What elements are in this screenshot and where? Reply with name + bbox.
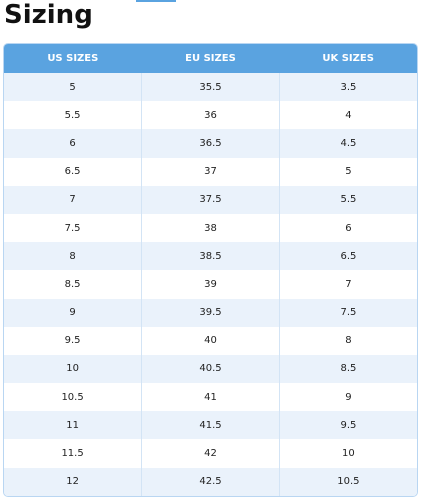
table-row: 8 38.5 6.5 <box>4 242 417 271</box>
table-cell: 7.5 <box>278 298 417 327</box>
table-cell: 10 <box>278 439 417 468</box>
table-row: 8.5 39 7 <box>4 270 417 299</box>
table-cell: 39 <box>141 270 280 299</box>
table-cell: 5 <box>4 73 142 102</box>
table-cell: 8 <box>278 326 417 355</box>
table-row: 10 40.5 8.5 <box>4 354 417 384</box>
table-cell: 38.5 <box>141 242 280 271</box>
table-cell: 41 <box>141 383 280 412</box>
table-cell: 8.5 <box>278 354 417 384</box>
table-row: 5.5 36 4 <box>4 101 417 130</box>
page-title: Sizing <box>4 0 93 30</box>
table-cell: 6 <box>278 213 417 243</box>
table-cell: 40 <box>141 326 280 355</box>
table-cell: 36.5 <box>141 129 280 158</box>
table-row: 11 41.5 9.5 <box>4 411 417 440</box>
column-header: EU SIZES <box>141 44 280 73</box>
table-cell: 39.5 <box>141 298 280 327</box>
table-cell: 12 <box>4 467 142 496</box>
table-cell: 5.5 <box>4 101 142 130</box>
table-cell: 9.5 <box>4 326 142 355</box>
table-cell: 3.5 <box>278 73 417 102</box>
table-cell: 37 <box>141 157 280 186</box>
table-cell: 9 <box>4 298 142 327</box>
table-row: 9.5 40 8 <box>4 326 417 355</box>
table-cell: 7 <box>278 270 417 299</box>
column-header: UK SIZES <box>279 44 417 73</box>
table-cell: 37.5 <box>141 185 280 214</box>
table-cell: 6 <box>4 129 142 158</box>
table-row: 7 37.5 5.5 <box>4 185 417 214</box>
table-cell: 4.5 <box>278 129 417 158</box>
table-row: 5 35.5 3.5 <box>4 73 417 102</box>
table-cell: 6.5 <box>4 157 142 186</box>
table-cell: 11.5 <box>4 439 142 468</box>
table-cell: 5.5 <box>278 185 417 214</box>
column-header: US SIZES <box>4 44 142 73</box>
header-row: US SIZES EU SIZES UK SIZES <box>4 44 417 73</box>
table-cell: 5 <box>278 157 417 186</box>
table-row: 6.5 37 5 <box>4 157 417 186</box>
table-cell: 10.5 <box>278 467 417 496</box>
table-cell: 36 <box>141 101 280 130</box>
table-cell: 10.5 <box>4 383 142 412</box>
table-cell: 41.5 <box>141 411 280 440</box>
table-cell: 11 <box>4 411 142 440</box>
table-cell: 38 <box>141 213 280 243</box>
table-cell: 7.5 <box>4 213 142 243</box>
table-cell: 6.5 <box>278 242 417 271</box>
table-cell: 35.5 <box>141 73 280 102</box>
size-table-container: US SIZES EU SIZES UK SIZES 5 35.5 3.5 5.5 36 4 6… <box>3 43 418 497</box>
table-cell: 8 <box>4 242 142 271</box>
table-header: US SIZES EU SIZES UK SIZES <box>4 44 417 73</box>
table-cell: 10 <box>4 354 142 384</box>
table-body: 5 35.5 3.5 5.5 36 4 6 36.5 4.5 6.5 37 5 7 37.5 5.5 7.5 3… <box>4 73 417 496</box>
table-cell: 42.5 <box>141 467 280 496</box>
table-cell: 4 <box>278 101 417 130</box>
table-cell: 8.5 <box>4 270 142 299</box>
table-cell: 42 <box>141 439 280 468</box>
table-cell: 7 <box>4 185 142 214</box>
table-row: 11.5 42 10 <box>4 439 417 468</box>
table-row: 7.5 38 6 <box>4 213 417 243</box>
table-row: 10.5 41 9 <box>4 383 417 412</box>
top-accent <box>136 0 176 2</box>
table-cell: 40.5 <box>141 354 280 384</box>
table-row: 12 42.5 10.5 <box>4 467 417 496</box>
table-cell: 9 <box>278 383 417 412</box>
table-row: 9 39.5 7.5 <box>4 298 417 327</box>
size-table: US SIZES EU SIZES UK SIZES 5 35.5 3.5 5.5 36 4 6… <box>4 44 417 496</box>
table-row: 6 36.5 4.5 <box>4 129 417 158</box>
table-cell: 9.5 <box>278 411 417 440</box>
